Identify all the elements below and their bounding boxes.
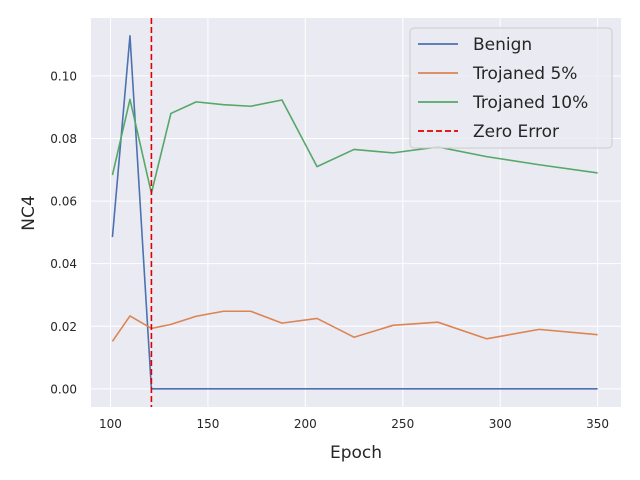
series-line-trojaned-5 — [111, 310, 598, 342]
series-line-trojaned-10 — [111, 98, 598, 195]
x-axis-ticks: 100 150 200 250 300 350 — [99, 417, 609, 431]
legend-label: Trojaned 5% — [472, 64, 577, 84]
series-lines — [111, 35, 598, 390]
y-tick-label: 0.10 — [50, 69, 77, 83]
legend-label: Benign — [473, 35, 532, 55]
x-tick-label: 100 — [99, 417, 122, 431]
series-line-benign — [111, 35, 598, 390]
x-tick-label: 250 — [391, 417, 414, 431]
y-tick-label: 0.06 — [50, 195, 77, 209]
y-tick-label: 0.04 — [50, 257, 77, 271]
x-tick-label: 200 — [294, 417, 317, 431]
x-axis-label: Epoch — [330, 443, 382, 463]
x-tick-label: 300 — [489, 417, 512, 431]
legend: Benign Trojaned 5% Trojaned 10% Zero Error — [409, 27, 613, 149]
y-axis-label: NC4 — [19, 195, 39, 230]
y-axis-ticks: 0.00 0.02 0.04 0.06 0.08 0.10 — [50, 69, 77, 396]
y-tick-label: 0.02 — [50, 320, 77, 334]
y-tick-label: 0.08 — [50, 132, 77, 146]
x-tick-label: 150 — [196, 417, 219, 431]
legend-label: Trojaned 10% — [472, 93, 588, 113]
legend-box — [409, 27, 613, 149]
legend-label: Zero Error — [473, 122, 559, 142]
x-tick-label: 350 — [586, 417, 609, 431]
y-tick-label: 0.00 — [50, 382, 77, 396]
